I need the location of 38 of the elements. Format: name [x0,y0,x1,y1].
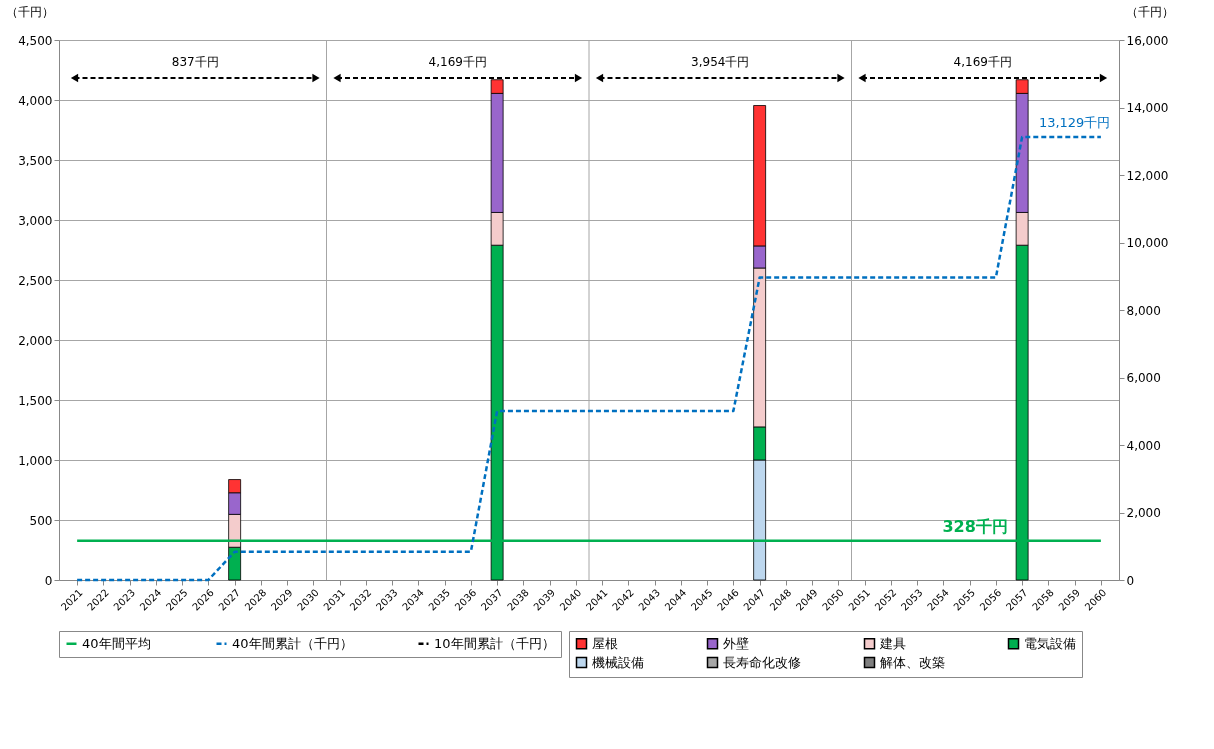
y2-tick-label: 14,000 [1126,101,1169,115]
y2-tick-label: 4,000 [1126,438,1161,453]
legend-label: 40年間平均 [82,635,151,651]
annotation: 4,169千円 [953,55,1012,69]
data-label: 13,129千円 [1038,114,1111,130]
legend-label: 電気設備 [1024,635,1076,651]
y-tick-label: 500 [29,513,53,528]
line-series [75,135,1103,582]
y2-tick-label: 16,000 [1126,33,1169,48]
legend-label: 屋根 [592,635,618,651]
annotation: 837千円 [171,55,219,69]
y-tick-label: 3,000 [18,213,53,228]
data-label: 328千円 [942,516,1008,536]
y2-tick-label: 12,000 [1126,168,1169,183]
y-tick-label: 0 [44,573,53,588]
legend-label: 解体、改築 [880,654,945,670]
legend-label: 長寿命化改修 [723,654,801,670]
annotation: 3,954千円 [691,55,750,69]
y-tick-label: 3,500 [18,153,53,168]
y-tick-label: 4,500 [18,33,53,48]
legend-label: 建具 [879,635,906,651]
y2-tick-label: 2,000 [1126,506,1161,520]
legend-label: 外壁 [723,635,749,651]
legend-label: 40年間累計（千円） [232,635,353,651]
y2-tick-label: 10,000 [1126,236,1169,250]
y2-tick-label: 6,000 [1126,371,1161,385]
y2-tick-label: 8,000 [1126,303,1161,318]
legend-label: 機械設備 [592,654,644,670]
y-tick-label: 1,500 [18,393,53,408]
y-tick-label: 2,000 [18,333,53,348]
y-tick-label: 4,000 [18,93,53,108]
annotation: 4,169千円 [428,55,487,69]
y-tick-label: 2,500 [18,273,53,288]
y2-tick-label: 0 [1126,573,1135,588]
y-tick-label: 1,000 [18,453,53,468]
legend-label: 10年間累計（千円） [434,635,555,651]
y2-axis-title: （千円） [1125,4,1174,19]
y-axis-title: （千円） [5,4,54,19]
